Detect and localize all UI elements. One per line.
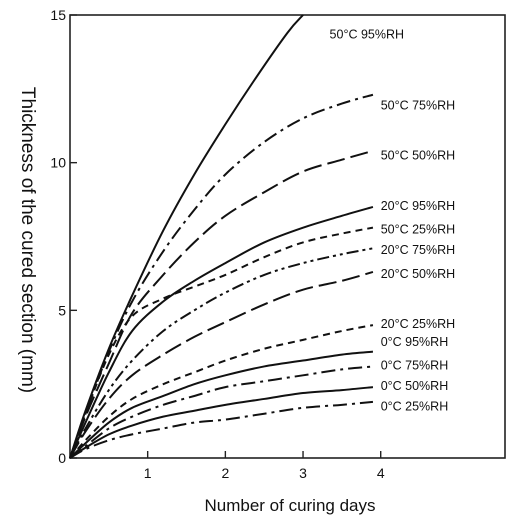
series-line-4 (69, 226, 374, 459)
y-axis-label: Thickness of the cured section (mm) (17, 87, 38, 393)
x-tick-label: 4 (377, 465, 385, 481)
curves (69, 14, 374, 459)
curve-label: 20°C 95%RH (381, 199, 455, 213)
curve-label: 20°C 50%RH (381, 267, 455, 281)
y-tick-label: 10 (50, 155, 66, 171)
curve-label: 50°C 75%RH (381, 99, 455, 113)
series-line-8 (69, 350, 374, 459)
curve-label: 0°C 50%RH (381, 379, 449, 393)
series-line-5 (69, 247, 374, 459)
curve-label: 50°C 50%RH (381, 149, 455, 163)
series-line-6 (69, 270, 374, 459)
curve-label: 0°C 75%RH (381, 358, 449, 372)
axes: 1 2 3 4 0 5 10 15 (50, 7, 506, 481)
curve-label: 20°C 75%RH (381, 243, 455, 257)
series-line-7 (69, 324, 374, 459)
y-tick-label: 5 (58, 302, 66, 318)
curve-label: 50°C 25%RH (381, 223, 455, 237)
x-axis-label: Number of curing days (204, 496, 375, 515)
x-tick-label: 1 (144, 465, 152, 481)
series-line-3 (69, 206, 374, 459)
series-line-9 (69, 365, 374, 459)
series-line-0 (69, 14, 304, 459)
series-line-2 (69, 149, 374, 459)
y-tick-label: 15 (50, 7, 66, 23)
plot-frame (69, 14, 506, 459)
curve-label: 50°C 95%RH (330, 28, 404, 42)
curve-label: 0°C 25%RH (381, 400, 449, 414)
curve-labels: 50°C 95%RH 50°C 75%RH 50°C 50%RH 20°C 95%RH… (330, 28, 456, 414)
curve-label: 0°C 95%RH (381, 335, 449, 349)
x-tick-label: 3 (299, 465, 307, 481)
series-line-10 (69, 386, 374, 459)
series-line-11 (69, 400, 374, 459)
x-tick-label: 2 (221, 465, 229, 481)
curve-label: 20°C 25%RH (381, 317, 455, 331)
y-tick-label: 0 (58, 450, 66, 466)
